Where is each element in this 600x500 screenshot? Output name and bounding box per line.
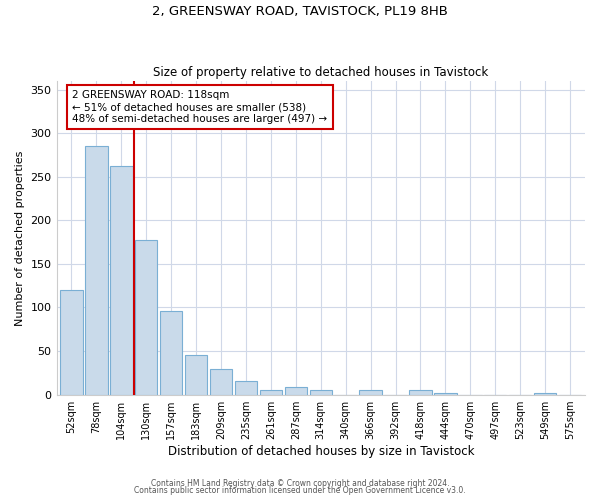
- Text: Contains public sector information licensed under the Open Government Licence v3: Contains public sector information licen…: [134, 486, 466, 495]
- Bar: [210, 370, 232, 394]
- Bar: [160, 311, 182, 394]
- Title: Size of property relative to detached houses in Tavistock: Size of property relative to detached ho…: [153, 66, 488, 78]
- Bar: [135, 240, 157, 394]
- Bar: [409, 390, 431, 394]
- Bar: [359, 390, 382, 394]
- Bar: [534, 393, 556, 394]
- Bar: [110, 166, 133, 394]
- Bar: [185, 356, 208, 395]
- Bar: [85, 146, 107, 394]
- Bar: [434, 393, 457, 394]
- Text: 2, GREENSWAY ROAD, TAVISTOCK, PL19 8HB: 2, GREENSWAY ROAD, TAVISTOCK, PL19 8HB: [152, 5, 448, 18]
- X-axis label: Distribution of detached houses by size in Tavistock: Distribution of detached houses by size …: [167, 444, 474, 458]
- Text: 2 GREENSWAY ROAD: 118sqm
← 51% of detached houses are smaller (538)
48% of semi-: 2 GREENSWAY ROAD: 118sqm ← 51% of detach…: [73, 90, 328, 124]
- Bar: [310, 390, 332, 394]
- Bar: [235, 380, 257, 394]
- Bar: [284, 386, 307, 394]
- Y-axis label: Number of detached properties: Number of detached properties: [15, 150, 25, 326]
- Bar: [260, 390, 282, 394]
- Bar: [60, 290, 83, 395]
- Text: Contains HM Land Registry data © Crown copyright and database right 2024.: Contains HM Land Registry data © Crown c…: [151, 478, 449, 488]
